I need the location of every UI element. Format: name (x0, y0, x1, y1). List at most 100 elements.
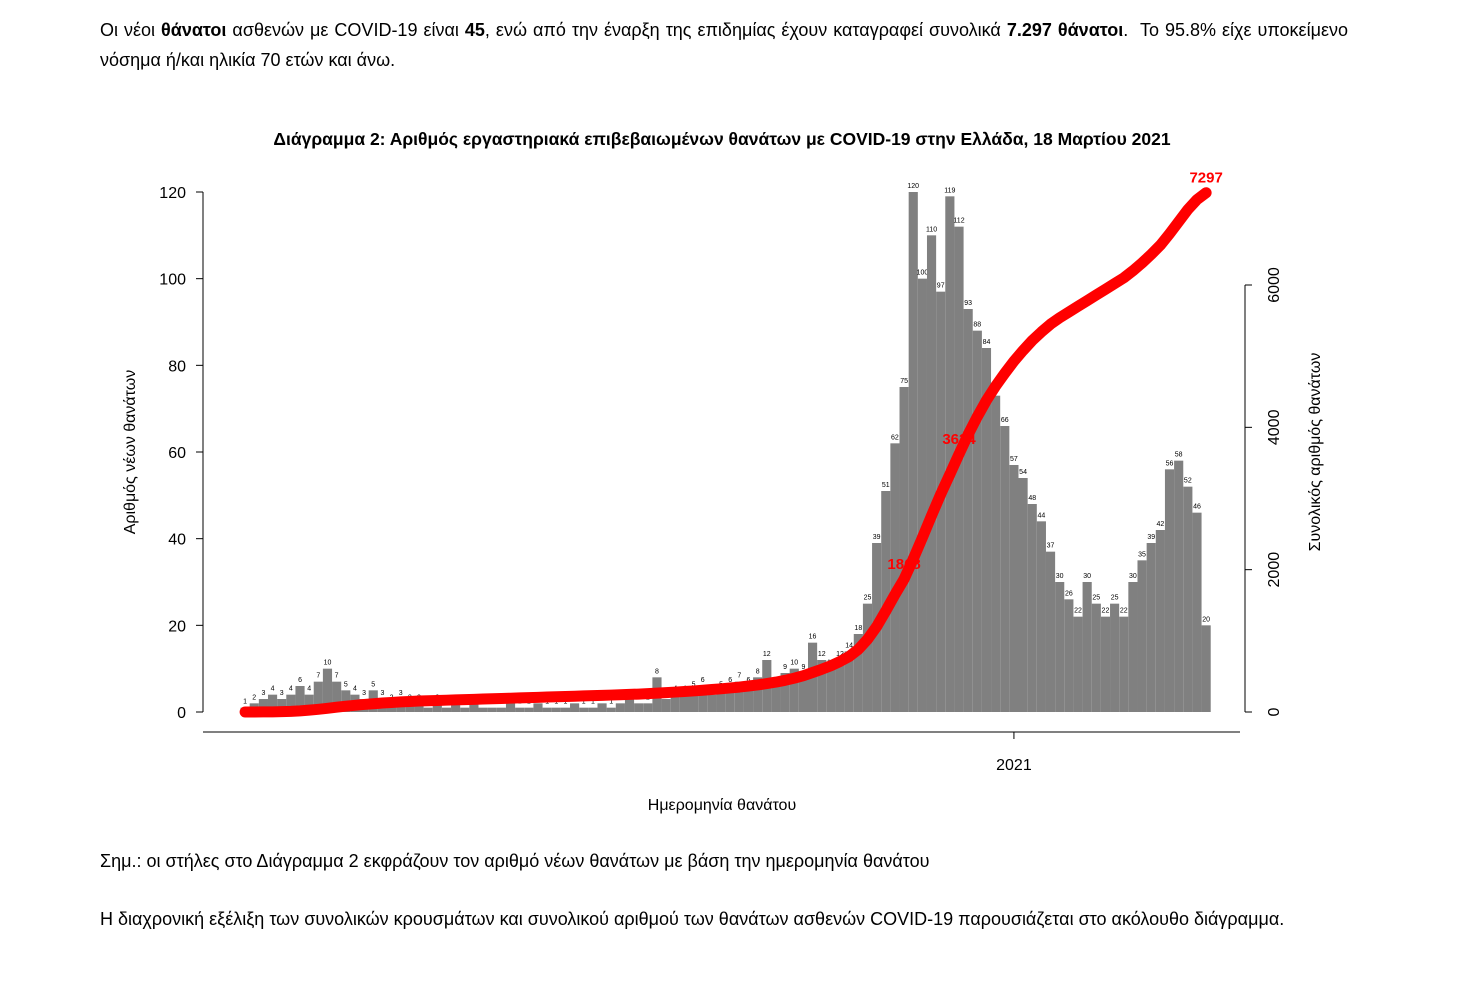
bar (1082, 582, 1092, 712)
bar (679, 694, 690, 712)
chart-title: Διάγραμμα 2: Αριθμός εργαστηριακά επιβεβ… (273, 129, 1170, 149)
bar (661, 699, 671, 712)
bar (991, 395, 1001, 712)
bar (734, 681, 744, 712)
bar (1174, 460, 1184, 712)
text: ασθενών με COVID-19 είναι (226, 20, 465, 40)
bar (267, 694, 278, 712)
bar-label: 12 (836, 651, 844, 658)
bar-label: 6 (701, 677, 705, 684)
bar (423, 707, 433, 712)
bar-label: 2 (252, 694, 256, 701)
bar-label: 112 (953, 218, 964, 225)
y-tick-label: 20 (168, 618, 186, 635)
bar (954, 226, 964, 712)
y-tick-label: 100 (159, 272, 186, 289)
bar (478, 707, 488, 712)
bar-label: 1 (582, 699, 586, 706)
bar-label: 1 (609, 699, 613, 706)
bar-label: 4 (353, 686, 357, 693)
bar-label: 37 (1047, 543, 1055, 550)
bar-label: 62 (891, 434, 899, 441)
bar (1155, 530, 1165, 712)
text: , ενώ από την έναρξη της επιδημίας έχουν… (484, 20, 1007, 40)
bar (533, 703, 543, 712)
bar-label: 5 (371, 681, 375, 688)
bar (332, 681, 342, 712)
text: Οι νέοι (100, 20, 162, 40)
bar-label: 66 (1001, 417, 1009, 424)
bar-label: 119 (944, 187, 955, 194)
bar-label: 5 (692, 681, 696, 688)
y2-tick-label: 4000 (1266, 409, 1283, 445)
y-tick-label: 40 (168, 532, 186, 549)
bar-label: 10 (324, 660, 332, 667)
bar-label: 57 (1010, 456, 1018, 463)
bar (1000, 426, 1010, 712)
bar (1064, 599, 1074, 712)
bar (286, 694, 296, 712)
bar-label: 3 (399, 690, 403, 697)
text: 45 (464, 20, 485, 40)
bar-label: 3 (362, 690, 366, 697)
line-label: 7297 (1189, 170, 1222, 187)
bar (689, 690, 699, 712)
bar (698, 686, 708, 712)
bar-label: 5 (344, 681, 348, 688)
x-tick-label: 2021 (996, 757, 1032, 774)
note: Σημ.: οι στήλες στο Διάγραμμα 2 εκφράζου… (100, 851, 930, 871)
bar-label: 4 (307, 686, 311, 693)
bar-label: 3 (261, 690, 265, 697)
bar (826, 668, 836, 712)
bar-label: 20 (1202, 616, 1210, 623)
y-axis-label: Αριθμός νέων θανάτων (122, 370, 139, 535)
bar (1009, 465, 1019, 712)
bar-label: 9 (801, 664, 805, 671)
bar-label: 22 (1102, 608, 1110, 615)
bar (414, 703, 424, 712)
bar (972, 330, 982, 712)
bar-label: 3 (380, 690, 384, 697)
bar-label: 16 (809, 634, 817, 641)
bar (798, 673, 808, 712)
bar (579, 707, 589, 712)
bar-label: 52 (1184, 478, 1192, 485)
bar (487, 707, 497, 712)
bar (1146, 543, 1156, 712)
bar (780, 673, 790, 712)
bar-label: 1 (591, 699, 595, 706)
bar-label: 3 (280, 690, 284, 697)
y2-tick-label: 2000 (1266, 552, 1283, 588)
bar (505, 703, 516, 712)
bar (908, 192, 918, 712)
bar-label: 30 (1129, 573, 1137, 580)
bar (835, 660, 845, 712)
bar (853, 634, 863, 712)
bar (634, 703, 644, 712)
bar (624, 699, 635, 712)
bar (899, 387, 909, 712)
bar (707, 694, 717, 712)
bar-label: 25 (1092, 595, 1100, 602)
bar-label: 12 (818, 651, 826, 658)
bar-label: 7 (316, 673, 320, 680)
bar (515, 707, 525, 712)
bar-label: 12 (763, 651, 771, 658)
bar (460, 707, 470, 712)
x-axis-label: Ημερομηνία θανάτου (648, 797, 796, 814)
bar-label: 25 (864, 595, 872, 602)
bar (917, 278, 927, 712)
y-tick-label: 60 (168, 445, 186, 462)
bar-label: 88 (973, 322, 981, 329)
bar (1018, 478, 1028, 712)
y-tick-label: 80 (168, 358, 186, 375)
bar (588, 707, 598, 712)
bar (615, 703, 625, 712)
bar-label: 25 (1111, 595, 1119, 602)
bar-label: 4 (271, 686, 275, 693)
bar (1100, 616, 1111, 712)
bar (890, 443, 900, 712)
bar (725, 686, 735, 712)
bar-label: 8 (756, 668, 760, 675)
bar (606, 707, 616, 712)
